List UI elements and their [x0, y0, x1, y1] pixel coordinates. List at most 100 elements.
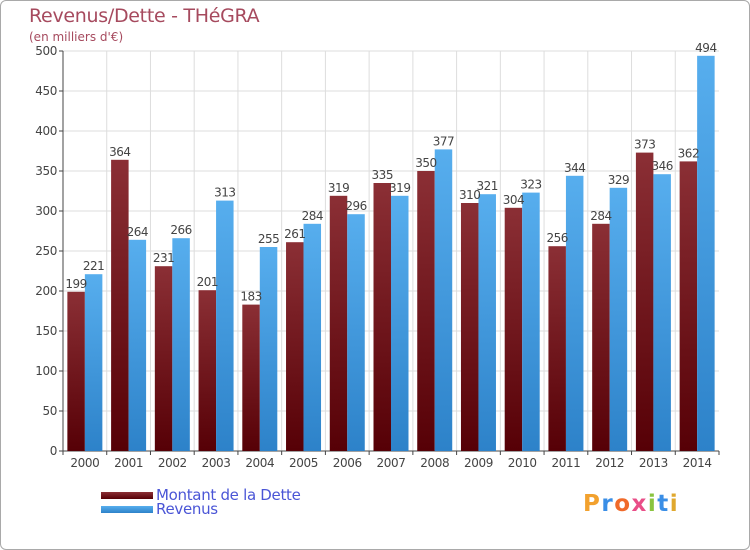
legend-swatch-revenus: [101, 505, 153, 513]
x-tick-label: 2006: [333, 456, 362, 470]
bar-chart: 199 221 364 264 231 266 201 313 183 255 261 284 319 2…: [35, 41, 720, 470]
bar-dette: [635, 152, 654, 451]
legend-label-revenus: Revenus: [156, 500, 218, 518]
x-tick-label: 2009: [464, 456, 493, 470]
logo-letter: t: [657, 491, 670, 517]
data-label-dette: 261: [284, 227, 305, 241]
data-label-revenus: 284: [302, 209, 323, 223]
data-label-revenus: 329: [608, 173, 629, 187]
bar-dette: [329, 195, 348, 451]
x-tick-label: 2013: [639, 456, 668, 470]
y-tick-label: 450: [35, 84, 57, 98]
bar-revenus: [259, 247, 278, 451]
y-tick-label: 0: [50, 444, 57, 458]
data-label-dette: 304: [503, 193, 524, 207]
data-label-revenus: 321: [477, 179, 498, 193]
bar-revenus: [653, 174, 671, 451]
x-tick-label: 2008: [420, 456, 449, 470]
data-label-revenus: 266: [170, 223, 191, 237]
x-tick-label: 2007: [377, 456, 406, 470]
data-label-dette: 183: [240, 290, 261, 304]
data-label-dette: 335: [372, 168, 393, 182]
y-tick-label: 500: [35, 44, 57, 58]
data-label-dette: 199: [65, 277, 86, 291]
data-label-dette: 231: [153, 251, 174, 265]
logo-letter: i: [669, 491, 680, 517]
bar-dette: [417, 171, 435, 451]
logo-letter: x: [631, 491, 648, 517]
bar-revenus: [434, 149, 453, 451]
chart-subtitle: (en milliers d'€): [29, 30, 124, 44]
bar-revenus: [522, 192, 540, 451]
data-label-revenus: 313: [214, 186, 235, 200]
data-label-revenus: 296: [345, 199, 366, 213]
bar-dette: [111, 159, 129, 452]
tick-labels: 0 50 100 150 200 250 300 350 400 450 500 2000 2001 20…: [35, 44, 712, 470]
x-tick-label: 2004: [245, 456, 274, 470]
y-tick-label: 200: [35, 284, 57, 298]
data-label-dette: 362: [678, 146, 699, 160]
x-tick-label: 2000: [70, 456, 99, 470]
chart-title: Revenus/Dette - THéGRA: [29, 5, 260, 27]
x-tick-label: 2002: [158, 456, 187, 470]
y-tick-label: 150: [35, 324, 57, 338]
bar-revenus: [609, 187, 628, 452]
y-tick-label: 100: [35, 364, 57, 378]
x-tick-label: 2011: [551, 456, 580, 470]
bar-revenus: [478, 194, 496, 451]
legend-swatch-dette: [101, 491, 153, 499]
data-label-revenus: 346: [651, 159, 672, 173]
data-label-dette: 373: [634, 138, 655, 152]
proxiti-logo: Proxiti: [583, 491, 679, 517]
bar-revenus: [128, 239, 147, 451]
data-label-dette: 310: [459, 188, 480, 202]
legend-item-revenus: Revenus: [101, 500, 301, 518]
data-labels: 199 221 364 264 231 266 201 313 183 255 261 284 319 2…: [65, 41, 717, 304]
bar-dette: [154, 266, 173, 451]
bar-dette: [242, 304, 260, 451]
bar-revenus: [391, 195, 409, 451]
logo-letter: i: [647, 491, 658, 517]
x-tick-label: 2012: [595, 456, 624, 470]
data-label-dette: 364: [109, 145, 130, 159]
data-label-dette: 201: [197, 275, 218, 289]
data-label-dette: 319: [328, 181, 349, 195]
bar-revenus: [303, 223, 322, 451]
bar-dette: [286, 242, 304, 451]
bar-revenus: [347, 214, 365, 451]
legend-label-dette: Montant de la Dette: [156, 486, 301, 504]
data-label-dette: 284: [590, 209, 611, 223]
bar-revenus: [84, 274, 103, 451]
bar-dette: [460, 203, 479, 451]
legend-item-dette: Montant de la Dette: [101, 486, 301, 504]
bar-revenus: [172, 238, 190, 451]
x-tick-label: 2001: [114, 456, 143, 470]
x-tick-label: 2010: [508, 456, 537, 470]
bar-dette: [504, 207, 523, 451]
bar-dette: [373, 183, 391, 451]
data-label-revenus: 255: [258, 232, 279, 246]
y-tick-label: 400: [35, 124, 57, 138]
data-label-dette: 256: [546, 231, 567, 245]
logo-letter: o: [614, 491, 632, 517]
bar-dette: [67, 291, 85, 451]
data-label-revenus: 319: [389, 181, 410, 195]
y-tick-label: 350: [35, 164, 57, 178]
x-tick-label: 2003: [202, 456, 231, 470]
bars: [67, 55, 715, 452]
logo-letter: r: [601, 491, 615, 517]
data-label-revenus: 323: [520, 178, 541, 192]
x-tick-label: 2014: [683, 456, 712, 470]
data-label-revenus: 344: [564, 161, 585, 175]
data-label-revenus: 221: [83, 259, 104, 273]
bar-dette: [592, 223, 610, 451]
legend: Montant de la Dette Revenus: [101, 486, 301, 518]
y-tick-label: 300: [35, 204, 57, 218]
bar-dette: [198, 290, 217, 451]
y-tick-label: 250: [35, 244, 57, 258]
bar-dette: [679, 161, 698, 451]
data-label-dette: 350: [415, 156, 436, 170]
logo-letter: P: [583, 491, 602, 517]
y-tick-label: 50: [43, 404, 57, 418]
